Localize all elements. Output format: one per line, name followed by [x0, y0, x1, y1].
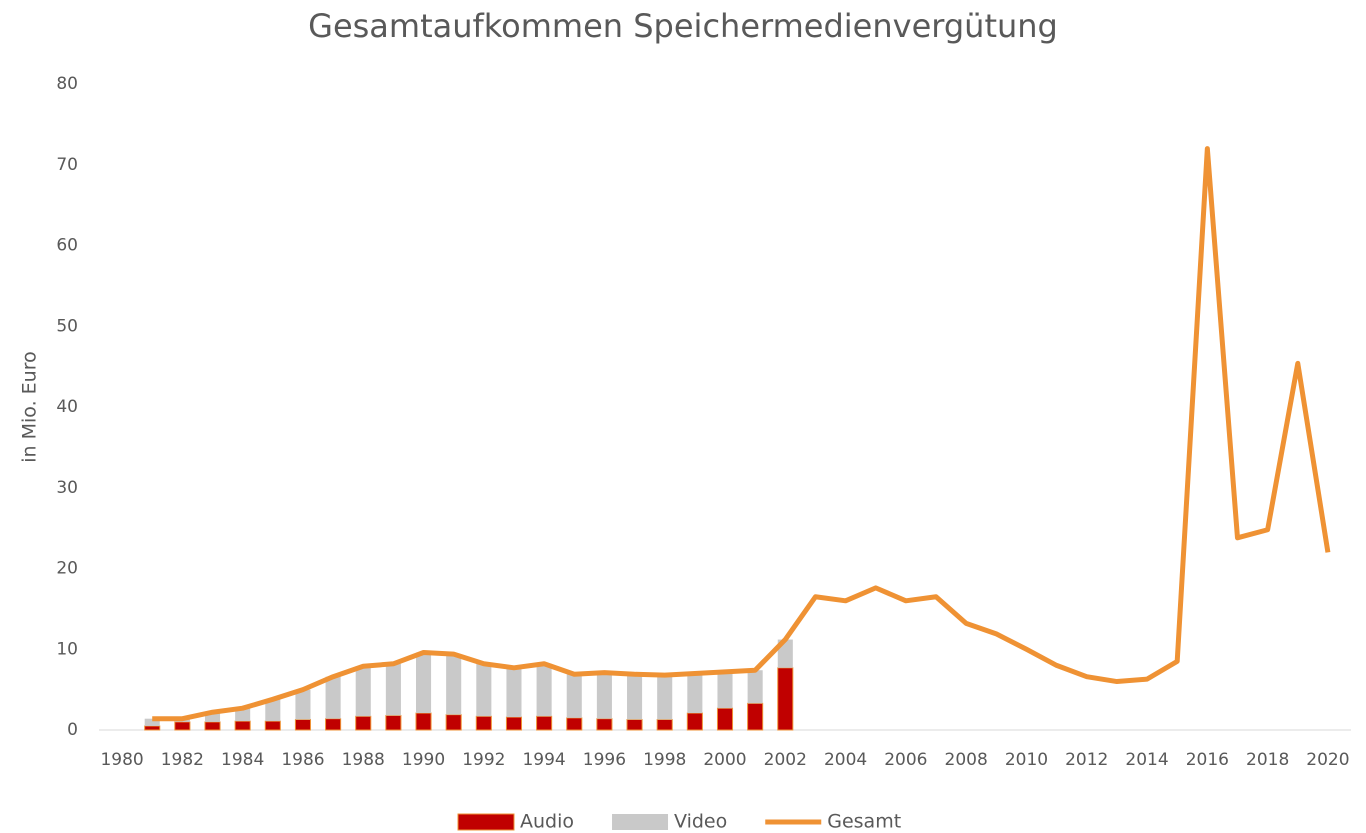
bar [385, 714, 402, 731]
bar [476, 663, 492, 717]
y-tick-label: 60 [56, 236, 78, 256]
bar [144, 725, 161, 731]
x-tick-label: 1980 [100, 750, 143, 770]
bar [717, 671, 733, 709]
bar [747, 670, 763, 704]
bar [204, 712, 221, 722]
bar [687, 673, 703, 714]
y-tick-label: 40 [56, 397, 78, 417]
bar [325, 676, 341, 719]
bar [747, 702, 764, 731]
x-tick-label: 1992 [462, 750, 505, 770]
line [152, 146, 1331, 722]
x-tick-label: 2004 [824, 750, 867, 770]
y-tick-label: 20 [56, 559, 78, 579]
bar [596, 718, 613, 731]
chart-title: Gesamtaufkommen Speichermedienvergütung [308, 7, 1058, 45]
x-tick-label: 1996 [583, 750, 626, 770]
bar [264, 720, 281, 731]
bar [265, 699, 281, 722]
bar [355, 715, 372, 731]
bar [415, 712, 432, 731]
bar [626, 719, 643, 731]
bar [627, 674, 643, 720]
x-tick-label: 2016 [1186, 750, 1229, 770]
legend-swatch [457, 813, 515, 831]
bar [566, 674, 582, 718]
bar [656, 719, 673, 731]
y-axis-label: in Mio. Euro [19, 351, 41, 462]
bar [416, 652, 432, 714]
bar [657, 675, 673, 720]
bar [144, 718, 160, 726]
x-tick-label: 2020 [1306, 750, 1349, 770]
x-tick-label: 1998 [643, 750, 686, 770]
bar [385, 663, 401, 716]
x-tick-label: 2014 [1125, 750, 1168, 770]
bar [295, 689, 311, 720]
x-tick-label: 2012 [1065, 750, 1108, 770]
y-tick-label: 0 [67, 720, 78, 740]
bar [506, 667, 522, 718]
bar [475, 715, 492, 731]
bar [505, 716, 523, 731]
x-tick-label: 1984 [221, 750, 264, 770]
bar [445, 714, 462, 731]
x-tick-label: 2000 [703, 750, 746, 770]
bar [716, 707, 734, 731]
bar [777, 667, 794, 731]
y-tick-label: 70 [56, 155, 78, 175]
x-tick-label: 2008 [945, 750, 988, 770]
y-tick-label: 30 [56, 478, 78, 498]
bar [596, 672, 612, 719]
bar [446, 654, 462, 715]
legend-label: Video [674, 811, 727, 833]
x-tick-label: 2010 [1005, 750, 1048, 770]
x-tick-label: 1986 [281, 750, 324, 770]
y-tick-label: 80 [56, 74, 78, 94]
x-tick-label: 1988 [342, 750, 385, 770]
bar [566, 717, 583, 731]
x-tick-label: 1990 [402, 750, 445, 770]
legend-label: Gesamt [827, 811, 901, 833]
bar [536, 663, 552, 717]
x-tick-label: 1982 [161, 750, 204, 770]
bar [235, 708, 251, 722]
x-tick-label: 2018 [1246, 750, 1289, 770]
y-tick-label: 50 [56, 316, 78, 336]
y-tick-label: 10 [56, 639, 78, 659]
x-tick-label: 2006 [884, 750, 927, 770]
x-tick-label: 1994 [522, 750, 565, 770]
bar [234, 720, 251, 731]
bar [174, 721, 191, 731]
bar [536, 715, 553, 731]
bar [294, 719, 311, 731]
legend-swatch [612, 814, 669, 830]
bar [686, 712, 703, 731]
legend-label: Audio [520, 811, 574, 833]
bar [355, 666, 371, 717]
bar [204, 721, 221, 731]
x-tick-label: 2002 [764, 750, 807, 770]
bar [325, 718, 342, 731]
